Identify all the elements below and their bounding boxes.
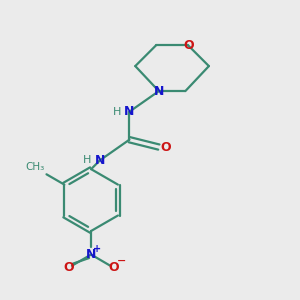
Text: O: O (160, 141, 171, 154)
Text: H: H (83, 155, 92, 165)
Text: N: N (86, 248, 96, 261)
Text: CH₃: CH₃ (25, 162, 44, 172)
Text: H: H (113, 107, 121, 117)
Text: N: N (154, 85, 164, 98)
Text: O: O (64, 261, 74, 274)
Text: −: − (117, 256, 126, 266)
Text: N: N (124, 105, 135, 118)
Text: N: N (95, 154, 105, 167)
Text: O: O (108, 261, 119, 274)
Text: O: O (183, 39, 194, 52)
Text: +: + (93, 244, 101, 254)
